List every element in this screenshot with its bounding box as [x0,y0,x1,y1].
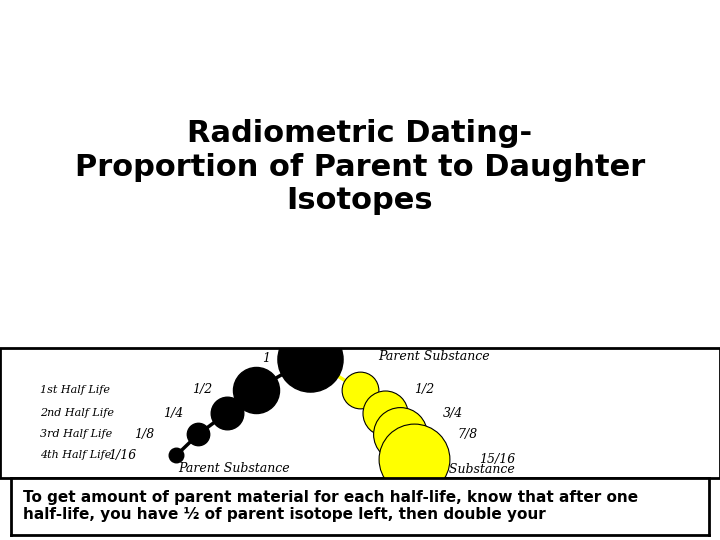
Text: Radiometric Dating-
Proportion of Parent to Daughter
Isotopes: Radiometric Dating- Proportion of Parent… [75,119,645,215]
Text: To get amount of parent material for each half-life, know that after one
half-li: To get amount of parent material for eac… [23,490,639,523]
Text: Parent Substance: Parent Substance [378,350,490,363]
Text: 3/4: 3/4 [443,407,463,420]
Text: 4th Half Life: 4th Half Life [40,450,111,460]
Text: 1st Half Life: 1st Half Life [40,385,109,395]
Text: Parent Substance: Parent Substance [178,462,290,475]
Point [408,455,420,463]
Text: 1/2: 1/2 [414,383,434,396]
Text: 15/16: 15/16 [479,453,515,465]
Point [354,386,366,394]
Text: Daughter Substance: Daughter Substance [385,463,515,476]
Point [304,354,315,363]
Point [250,386,261,394]
Text: 7/8: 7/8 [457,428,477,441]
Text: 1/8: 1/8 [135,428,155,441]
Text: 3rd Half Life: 3rd Half Life [40,429,112,440]
Text: 2nd Half Life: 2nd Half Life [40,408,114,418]
Point [394,430,405,439]
Text: 1/2: 1/2 [192,383,212,396]
Point [171,451,182,460]
Point [379,409,391,417]
Point [192,430,204,439]
Text: 1: 1 [262,352,270,365]
Text: 1/16: 1/16 [109,449,137,462]
Point [221,409,233,417]
Text: 1/4: 1/4 [163,407,184,420]
